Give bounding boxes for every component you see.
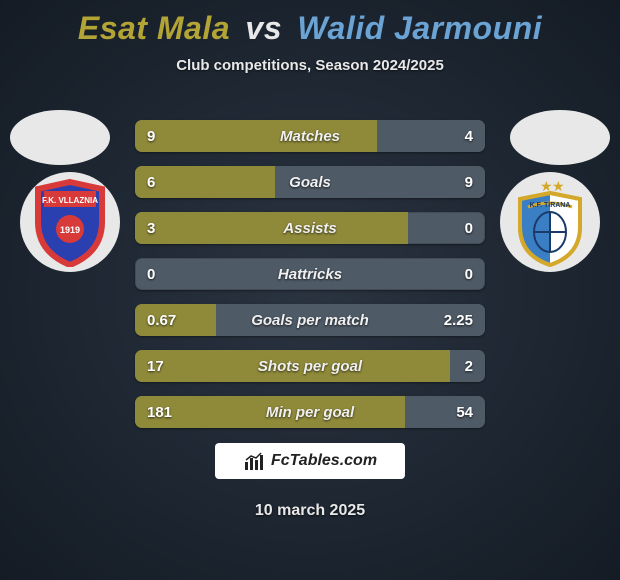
stat-row: 00Hattricks — [135, 258, 485, 290]
stat-row: 94Matches — [135, 120, 485, 152]
svg-text:★: ★ — [552, 178, 565, 194]
title-player1: Esat Mala — [78, 10, 230, 46]
avatar-right — [510, 110, 610, 170]
svg-text:F.K. VLLAZNIA: F.K. VLLAZNIA — [42, 196, 98, 205]
svg-text:K.F. TIRANA: K.F. TIRANA — [530, 202, 571, 209]
stat-row: 18154Min per goal — [135, 396, 485, 428]
stat-row: 172Shots per goal — [135, 350, 485, 382]
footer-brand[interactable]: FcTables.com — [215, 443, 405, 479]
stat-label: Hattricks — [135, 258, 485, 290]
title: Esat Mala vs Walid Jarmouni — [0, 0, 620, 47]
stat-row: 69Goals — [135, 166, 485, 198]
stat-label: Min per goal — [135, 396, 485, 428]
chart-icon — [243, 450, 265, 472]
club-logo-right: ★ ★ K.F. TIRANA — [500, 172, 600, 272]
shield-icon: F.K. VLLAZNIA 1919 — [30, 177, 110, 267]
footer-date: 10 march 2025 — [0, 502, 620, 520]
svg-text:1919: 1919 — [60, 225, 80, 235]
shield-icon: ★ ★ K.F. TIRANA — [510, 177, 590, 267]
avatar-ellipse-right — [510, 110, 610, 165]
title-vs: vs — [245, 10, 282, 46]
title-player2: Walid Jarmouni — [297, 10, 542, 46]
avatar-left — [10, 110, 110, 170]
stat-label: Goals — [135, 166, 485, 198]
stats-container: 94Matches 69Goals 30Assists 00Hattricks 0.67… — [135, 120, 485, 442]
stat-label: Matches — [135, 120, 485, 152]
footer-brand-text: FcTables.com — [271, 452, 377, 470]
stat-label: Assists — [135, 212, 485, 244]
club-logo-left: F.K. VLLAZNIA 1919 — [20, 172, 120, 272]
stat-row: 30Assists — [135, 212, 485, 244]
stat-label: Goals per match — [135, 304, 485, 336]
avatar-ellipse-left — [10, 110, 110, 165]
stat-label: Shots per goal — [135, 350, 485, 382]
subtitle: Club competitions, Season 2024/2025 — [0, 57, 620, 74]
stat-row: 0.672.25Goals per match — [135, 304, 485, 336]
